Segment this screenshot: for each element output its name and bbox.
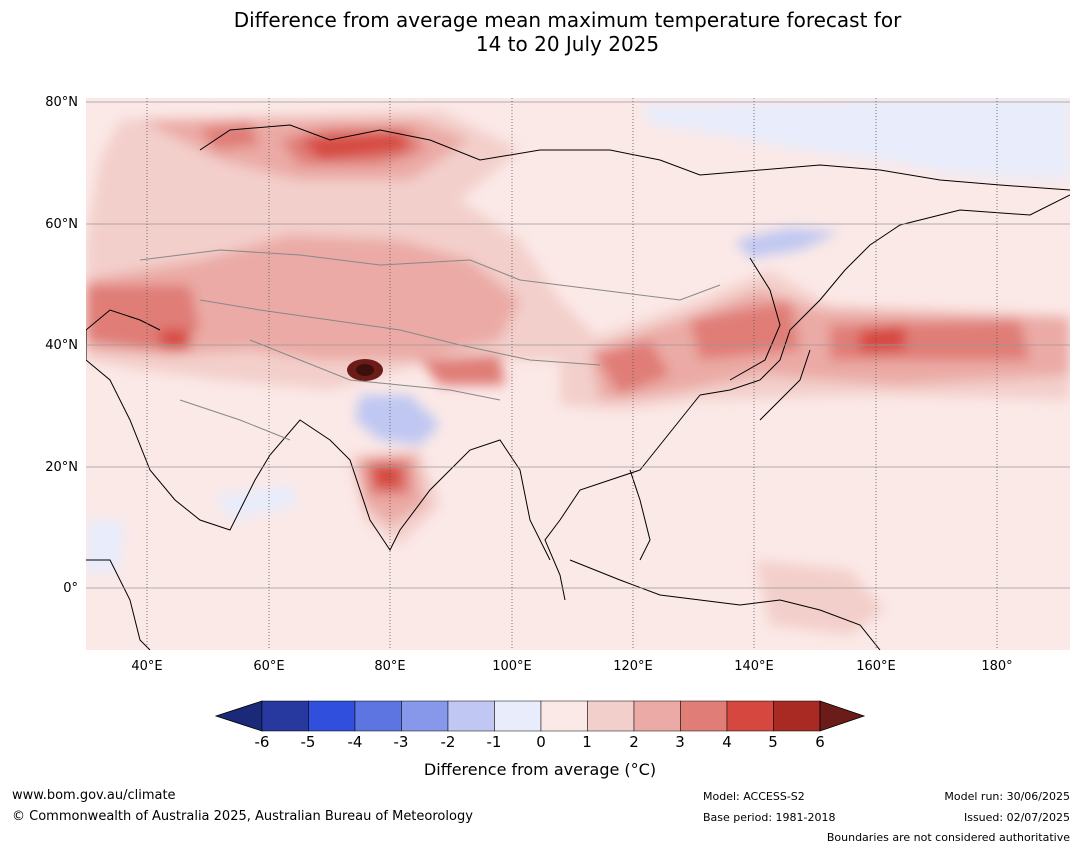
lon-label-180: 180° bbox=[981, 659, 1013, 674]
colorbar-segment bbox=[354, 700, 402, 732]
issued-date: Issued: 02/07/2025 bbox=[963, 811, 1070, 824]
colorbar-tick: 4 bbox=[722, 733, 732, 751]
colorbar-tick: 6 bbox=[815, 733, 825, 751]
colorbar-over-arrow bbox=[819, 700, 866, 732]
lat-label-20n: 20°N bbox=[45, 460, 78, 475]
lat-label-80n: 80°N bbox=[45, 95, 78, 110]
cool-anomaly-himalaya bbox=[355, 395, 440, 445]
lon-label-40e: 40°E bbox=[131, 659, 163, 674]
colorbar-segment bbox=[494, 700, 542, 732]
lon-label-60e: 60°E bbox=[253, 659, 285, 674]
colorbar-tick: 2 bbox=[629, 733, 639, 751]
warm-anomaly-karakoram-core bbox=[356, 364, 374, 376]
colorbar-segment bbox=[540, 700, 588, 732]
lon-label-120e: 120°E bbox=[613, 659, 653, 674]
colorbar-tick: 5 bbox=[768, 733, 778, 751]
colorbar-tick: 3 bbox=[675, 733, 685, 751]
model-name: Model: ACCESS-S2 bbox=[703, 790, 805, 803]
colorbar-tick: -4 bbox=[347, 733, 363, 751]
colorbar-label: Difference from average (°C) bbox=[423, 760, 657, 779]
lat-label-60n: 60°N bbox=[45, 217, 78, 232]
base-period: Base period: 1981-2018 bbox=[703, 811, 836, 824]
colorbar-segment bbox=[587, 700, 635, 732]
colorbar-segment bbox=[401, 700, 449, 732]
lon-label-100e: 100°E bbox=[492, 659, 532, 674]
lon-label-160e: 160°E bbox=[856, 659, 896, 674]
coastlines bbox=[86, 124, 1070, 650]
cool-anomaly-arabia bbox=[215, 485, 300, 520]
warm-anomaly-india-4c bbox=[372, 465, 402, 488]
colorbar-tick: -5 bbox=[300, 733, 316, 751]
lon-label-140e: 140°E bbox=[734, 659, 774, 674]
boundaries-disclaimer: Boundaries are not considered authoritat… bbox=[826, 831, 1070, 844]
latitude-gridlines bbox=[86, 101, 1070, 589]
anomaly-field bbox=[86, 98, 1070, 650]
colorbar-tick: -6 bbox=[254, 733, 270, 751]
warm-anomaly-china-3c bbox=[595, 340, 670, 395]
colorbar-segment bbox=[726, 700, 774, 732]
title-line-1: Difference from average mean maximum tem… bbox=[233, 8, 902, 32]
colorbar-tick: 0 bbox=[536, 733, 546, 751]
lat-label-0: 0° bbox=[63, 581, 78, 596]
cool-anomaly-okhotsk bbox=[735, 228, 840, 258]
longitude-gridlines bbox=[146, 98, 998, 650]
colorbar-segment bbox=[633, 700, 681, 732]
cool-anomaly-africa bbox=[86, 520, 125, 575]
country-boundaries bbox=[139, 249, 721, 441]
colorbar-tick: -3 bbox=[393, 733, 409, 751]
model-run-date: Model run: 30/06/2025 bbox=[944, 790, 1070, 803]
colorbar-segment bbox=[261, 700, 309, 732]
copyright-text: © Commonwealth of Australia 2025, Austra… bbox=[12, 809, 473, 824]
colorbar-segment bbox=[447, 700, 495, 732]
cool-anomaly-arctic bbox=[640, 98, 1070, 180]
title-line-2: 14 to 20 July 2025 bbox=[475, 32, 660, 56]
warm-anomaly-pacific-south-1c bbox=[755, 560, 885, 635]
lon-label-80e: 80°E bbox=[374, 659, 406, 674]
website-link[interactable]: www.bom.gov.au/climate bbox=[12, 788, 176, 803]
map-title: Difference from average mean maximum tem… bbox=[0, 8, 1081, 56]
warm-anomaly-tibet-3c bbox=[420, 355, 505, 385]
colorbar-segment bbox=[680, 700, 728, 732]
colorbar-tick: 1 bbox=[582, 733, 592, 751]
colorbar-tick: -1 bbox=[486, 733, 502, 751]
colorbar-under-arrow bbox=[214, 700, 263, 732]
lat-label-40n: 40°N bbox=[45, 338, 78, 353]
colorbar-segment bbox=[773, 700, 821, 732]
colorbar-segment bbox=[308, 700, 356, 732]
colorbar-tick: -2 bbox=[440, 733, 456, 751]
